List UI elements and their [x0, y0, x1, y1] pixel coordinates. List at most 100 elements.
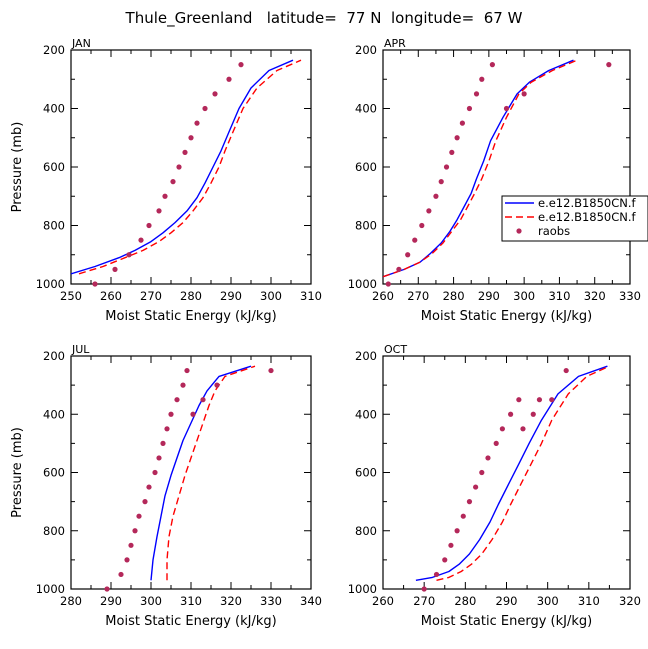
x-axis-title: Moist Static Energy (kJ/kg) — [105, 614, 276, 629]
raobs-point — [176, 164, 182, 170]
raobs-point — [146, 222, 152, 229]
raobs-point — [226, 76, 232, 82]
raobs-point — [521, 91, 527, 97]
x-tick-label: 320 — [220, 594, 242, 608]
raobs-point — [421, 586, 427, 592]
raobs-point — [503, 105, 510, 112]
raobs-point — [162, 193, 168, 199]
y-tick-label: 200 — [43, 349, 65, 363]
raobs-point — [92, 281, 98, 287]
plot-frame — [70, 355, 312, 590]
x-tick-label: 270 — [413, 594, 435, 608]
plot-frame — [382, 49, 631, 285]
raobs-point — [493, 440, 499, 446]
raobs-point — [238, 62, 244, 68]
x-tick-label: 260 — [100, 289, 122, 303]
x-tick-label: 300 — [513, 289, 535, 303]
raobs-point — [473, 91, 480, 97]
raobs-point — [606, 62, 612, 68]
raobs-point — [160, 440, 166, 446]
y-tick-label: 200 — [43, 43, 65, 57]
raobs-point — [426, 208, 432, 214]
raobs-point — [174, 397, 180, 403]
figure-title: Thule_Greenland latitude= 77 N longitude… — [125, 9, 523, 28]
raobs-point — [454, 528, 460, 534]
x-tick-label: 280 — [443, 289, 465, 303]
raobs-point — [412, 237, 418, 243]
series-line-dashed — [166, 365, 256, 581]
x-tick-label: 270 — [140, 289, 162, 303]
raobs-point — [454, 135, 460, 141]
plot-frame — [382, 355, 631, 590]
raobs-point — [184, 367, 190, 374]
raobs-point — [396, 266, 402, 272]
raobs-point — [385, 281, 391, 287]
plot-area — [415, 365, 610, 581]
y-tick-label: 400 — [43, 102, 65, 116]
x-tick-label: 270 — [407, 289, 429, 303]
raobs-point — [180, 382, 186, 388]
panel-label: OCT — [384, 343, 407, 356]
raobs-point — [136, 513, 142, 519]
raobs-point — [194, 120, 200, 126]
x-tick-label: 300 — [140, 594, 162, 608]
x-tick-label: 330 — [260, 594, 282, 608]
panel-oct: OCT 260 270 280 290 300 310 320 200 400 600 800 1000… — [348, 343, 641, 629]
raobs-point — [448, 542, 454, 548]
raobs-point — [202, 105, 208, 112]
panel-label: JAN — [71, 37, 91, 50]
raobs-point — [156, 208, 162, 214]
raobs-point — [146, 484, 152, 490]
y-tick-label: 600 — [355, 160, 377, 174]
legend-marker — [516, 228, 522, 234]
panel-label: JUL — [71, 343, 90, 356]
series-line-dashed — [78, 59, 302, 275]
raobs-point — [479, 76, 485, 82]
raobs-point — [124, 557, 130, 563]
x-tick-label: 310 — [548, 289, 570, 303]
x-axis-title: Moist Static Energy (kJ/kg) — [421, 309, 592, 324]
raobs-point — [212, 91, 218, 97]
raobs-point — [466, 499, 473, 505]
y-tick-label: 800 — [43, 219, 65, 233]
y-tick-label: 200 — [355, 349, 377, 363]
raobs-point — [405, 252, 411, 258]
raobs-point — [433, 193, 439, 199]
y-tick-label: 400 — [355, 102, 377, 116]
raobs-point — [188, 135, 194, 141]
raobs-point — [128, 542, 134, 548]
raobs-point — [443, 164, 450, 170]
raobs-point — [170, 179, 176, 185]
raobs-point — [449, 149, 455, 155]
x-tick-label: 320 — [619, 594, 641, 608]
y-tick-label: 1000 — [348, 277, 377, 291]
x-tick-label: 280 — [60, 594, 82, 608]
raobs-point — [485, 455, 491, 461]
raobs-point — [112, 266, 118, 272]
y-tick-label: 200 — [355, 43, 377, 57]
series-line-solid — [415, 365, 608, 581]
raobs-point — [182, 149, 188, 155]
y-tick-label: 400 — [355, 407, 377, 421]
x-tick-label: 340 — [300, 594, 322, 608]
raobs-point — [466, 105, 473, 112]
plot-frame — [70, 49, 312, 285]
raobs-point — [460, 513, 466, 519]
raobs-point — [118, 571, 124, 578]
raobs-point — [152, 469, 158, 476]
legend-label: raobs — [538, 224, 570, 238]
panel-jul: JUL 280 290 300 310 320 330 340 200 400 600 800 1000… — [10, 343, 322, 629]
x-tick-label: 290 — [496, 594, 518, 608]
raobs-point — [168, 411, 174, 417]
raobs-point — [126, 252, 132, 258]
series-line-solid — [71, 59, 294, 275]
raobs-point — [142, 499, 148, 505]
raobs-point — [459, 120, 465, 126]
x-tick-label: 310 — [180, 594, 202, 608]
raobs-point — [516, 397, 522, 403]
raobs-point — [442, 557, 448, 563]
x-tick-label: 250 — [60, 289, 82, 303]
x-tick-label: 290 — [100, 594, 122, 608]
raobs-point — [473, 484, 479, 490]
